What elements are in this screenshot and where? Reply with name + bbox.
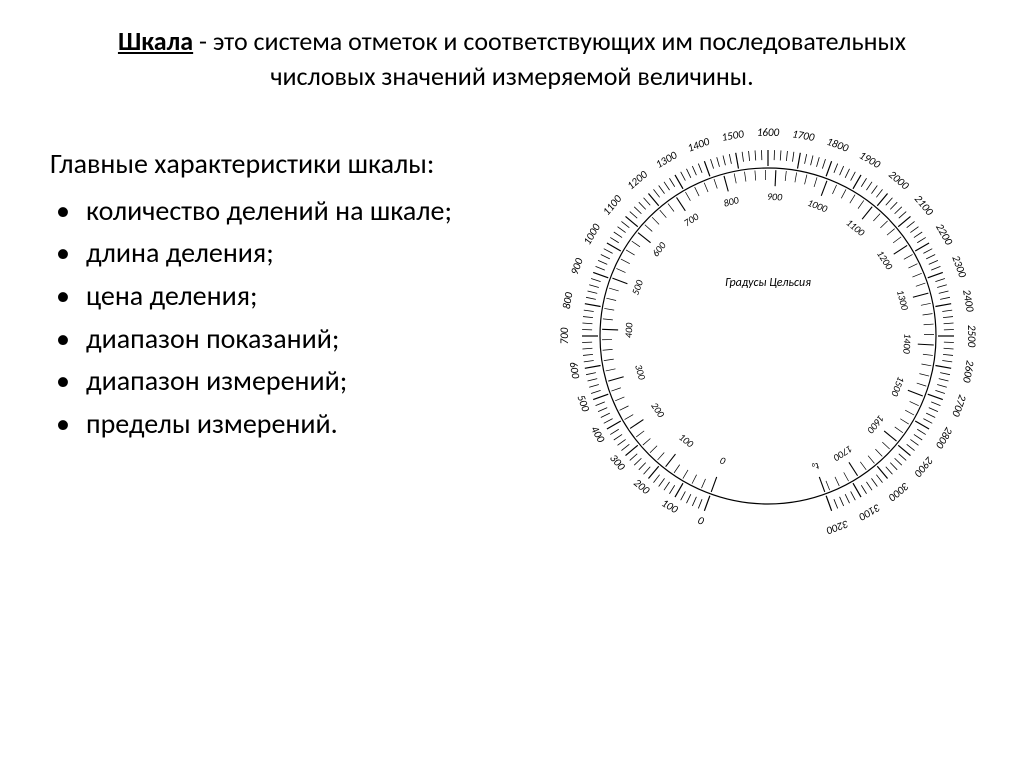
svg-text:2800: 2800: [933, 425, 956, 451]
svg-text:300: 300: [632, 363, 649, 382]
svg-text:2400: 2400: [960, 289, 977, 314]
svg-text:200: 200: [631, 476, 652, 497]
svg-text:800: 800: [722, 193, 741, 210]
svg-text:1200: 1200: [624, 168, 650, 193]
svg-text:2200: 2200: [933, 222, 956, 248]
svg-text:1600: 1600: [864, 413, 887, 438]
svg-text:3200: 3200: [825, 517, 851, 537]
svg-text:2300: 2300: [949, 254, 969, 280]
svg-text:100: 100: [676, 431, 697, 451]
svg-text:1200: 1200: [874, 248, 896, 273]
svg-text:1500: 1500: [888, 375, 908, 399]
svg-text:100: 100: [659, 497, 680, 517]
svg-text:600: 600: [649, 239, 669, 260]
svg-text:1700: 1700: [830, 443, 855, 465]
svg-text:1900: 1900: [857, 149, 883, 172]
svg-text:1400: 1400: [686, 135, 712, 155]
characteristics-list: количество делений на шкале; длина делен…: [50, 191, 530, 445]
list-item: количество делений на шкале;: [50, 191, 530, 232]
title-term: Шкала: [118, 25, 193, 57]
svg-text:300: 300: [607, 452, 628, 473]
svg-text:1700: 1700: [791, 127, 816, 144]
svg-text:1300: 1300: [653, 149, 679, 172]
svg-text:1400: 1400: [900, 333, 914, 355]
characteristics-panel: Главные характеристики шкалы: количество…: [50, 144, 530, 446]
svg-text:400: 400: [622, 322, 636, 339]
dial-gauge: 0100200300400500600700800900100011001200…: [548, 116, 988, 556]
list-item: цена деления;: [50, 276, 530, 317]
svg-text:0: 0: [718, 454, 728, 468]
svg-text:1100: 1100: [844, 216, 869, 239]
list-item: диапазон измерений;: [50, 361, 530, 402]
svg-text:Градусы Цельсия: Градусы Цельсия: [725, 276, 811, 290]
svg-text:1600: 1600: [757, 126, 780, 139]
svg-text:800: 800: [560, 291, 576, 310]
dial-svg: 0100200300400500600700800900100011001200…: [548, 116, 988, 556]
svg-text:2500: 2500: [965, 325, 978, 348]
svg-text:2600: 2600: [960, 359, 977, 384]
dial-panel: 0100200300400500600700800900100011001200…: [530, 144, 1004, 446]
svg-text:0: 0: [696, 514, 706, 528]
svg-text:900: 900: [767, 190, 784, 204]
list-heading: Главные характеристики шкалы:: [50, 144, 530, 185]
svg-text:1300: 1300: [894, 289, 912, 313]
svg-text:500: 500: [629, 277, 647, 297]
svg-text:700: 700: [558, 327, 571, 344]
title-block: Шкала - это система отметок и соответств…: [0, 0, 1024, 104]
svg-text:2100: 2100: [912, 193, 937, 219]
svg-text:900: 900: [568, 256, 586, 277]
svg-text:1800: 1800: [825, 135, 851, 155]
svg-text:t₀: t₀: [810, 460, 821, 475]
svg-text:1000: 1000: [806, 196, 830, 216]
svg-text:400: 400: [588, 424, 608, 445]
list-item: диапазон показаний;: [50, 319, 530, 360]
svg-text:1500: 1500: [721, 127, 746, 144]
svg-text:500: 500: [574, 393, 592, 414]
svg-text:2700: 2700: [949, 393, 969, 419]
svg-text:3000: 3000: [886, 480, 912, 505]
svg-text:600: 600: [567, 361, 583, 380]
svg-text:1000: 1000: [581, 221, 604, 247]
svg-text:1100: 1100: [600, 192, 625, 218]
list-item: пределы измерений.: [50, 404, 530, 445]
svg-text:2000: 2000: [886, 168, 912, 193]
title-definition: - это система отметок и соответствующих …: [193, 25, 906, 92]
svg-text:2900: 2900: [911, 454, 936, 480]
content-row: Главные характеристики шкалы: количество…: [0, 104, 1024, 446]
svg-text:200: 200: [648, 400, 668, 421]
list-item: длина деления;: [50, 233, 530, 274]
svg-text:700: 700: [681, 210, 702, 230]
svg-text:3100: 3100: [856, 501, 882, 524]
